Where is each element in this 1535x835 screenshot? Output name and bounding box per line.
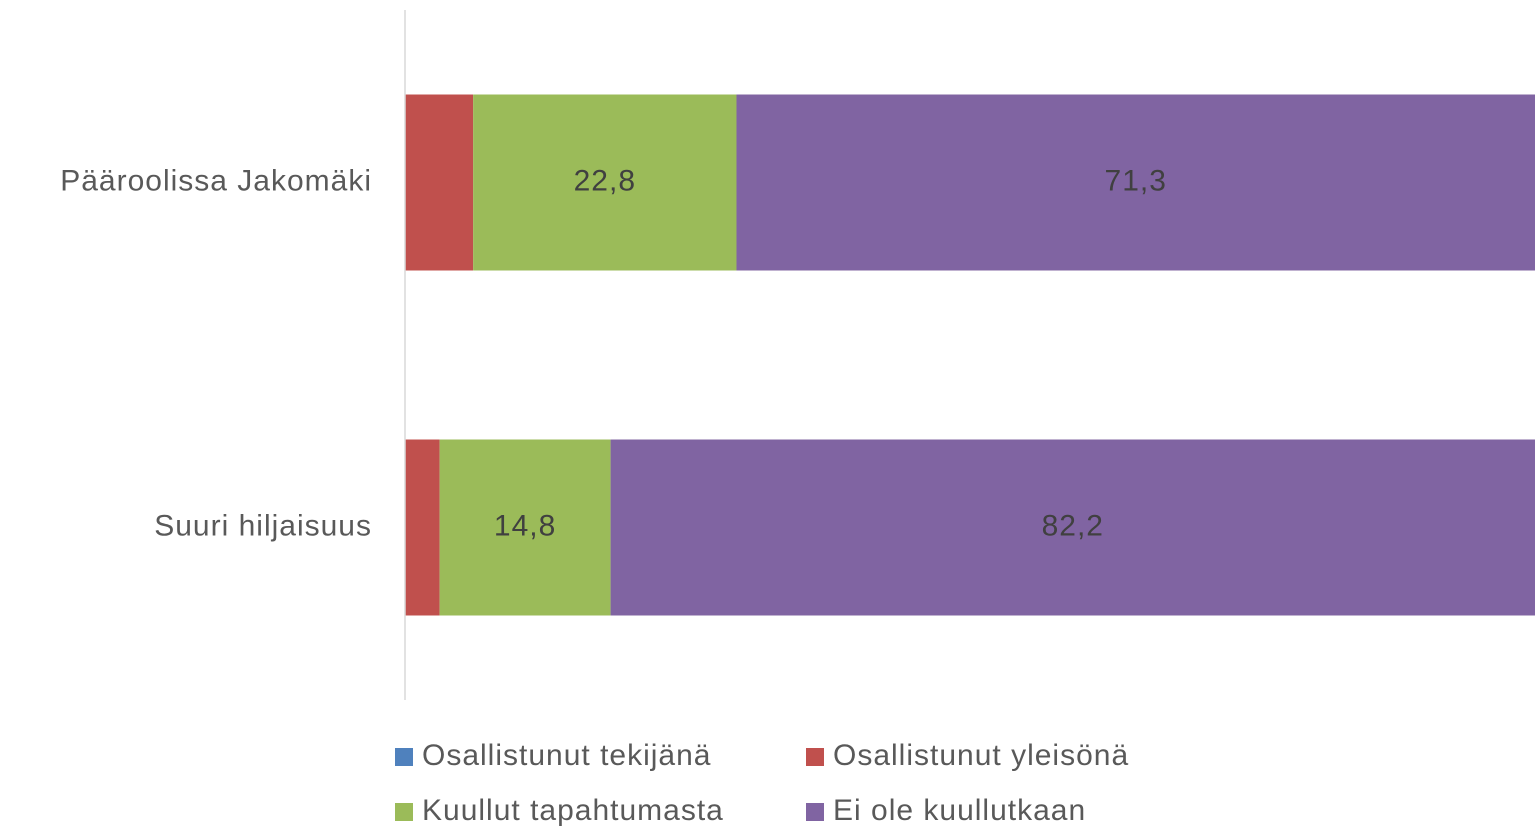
- category-label: Suuri hiljaisuus: [154, 509, 372, 542]
- data-label: 22,8: [574, 164, 636, 197]
- legend-label: Osallistunut yleisönä: [833, 739, 1129, 772]
- bar-segment: [405, 439, 440, 616]
- legend-swatch: [395, 803, 413, 821]
- data-label: 82,2: [1042, 509, 1104, 542]
- bar-segment: [405, 94, 474, 271]
- legend-label: Kuullut tapahtumasta: [422, 794, 724, 827]
- data-label: 14,8: [494, 509, 556, 542]
- bar-segment: [439, 439, 611, 616]
- legend-swatch: [806, 748, 824, 766]
- legend-label: Osallistunut tekijänä: [422, 739, 711, 772]
- legend-swatch: [806, 803, 824, 821]
- legend-swatch: [395, 748, 413, 766]
- data-label: 71,3: [1105, 164, 1167, 197]
- legend-label: Ei ole kuullutkaan: [833, 794, 1086, 827]
- bar-segment: [736, 94, 1535, 271]
- bar-segment: [473, 94, 737, 271]
- bar-segment: [610, 439, 1535, 616]
- category-label: Pääroolissa Jakomäki: [60, 164, 372, 197]
